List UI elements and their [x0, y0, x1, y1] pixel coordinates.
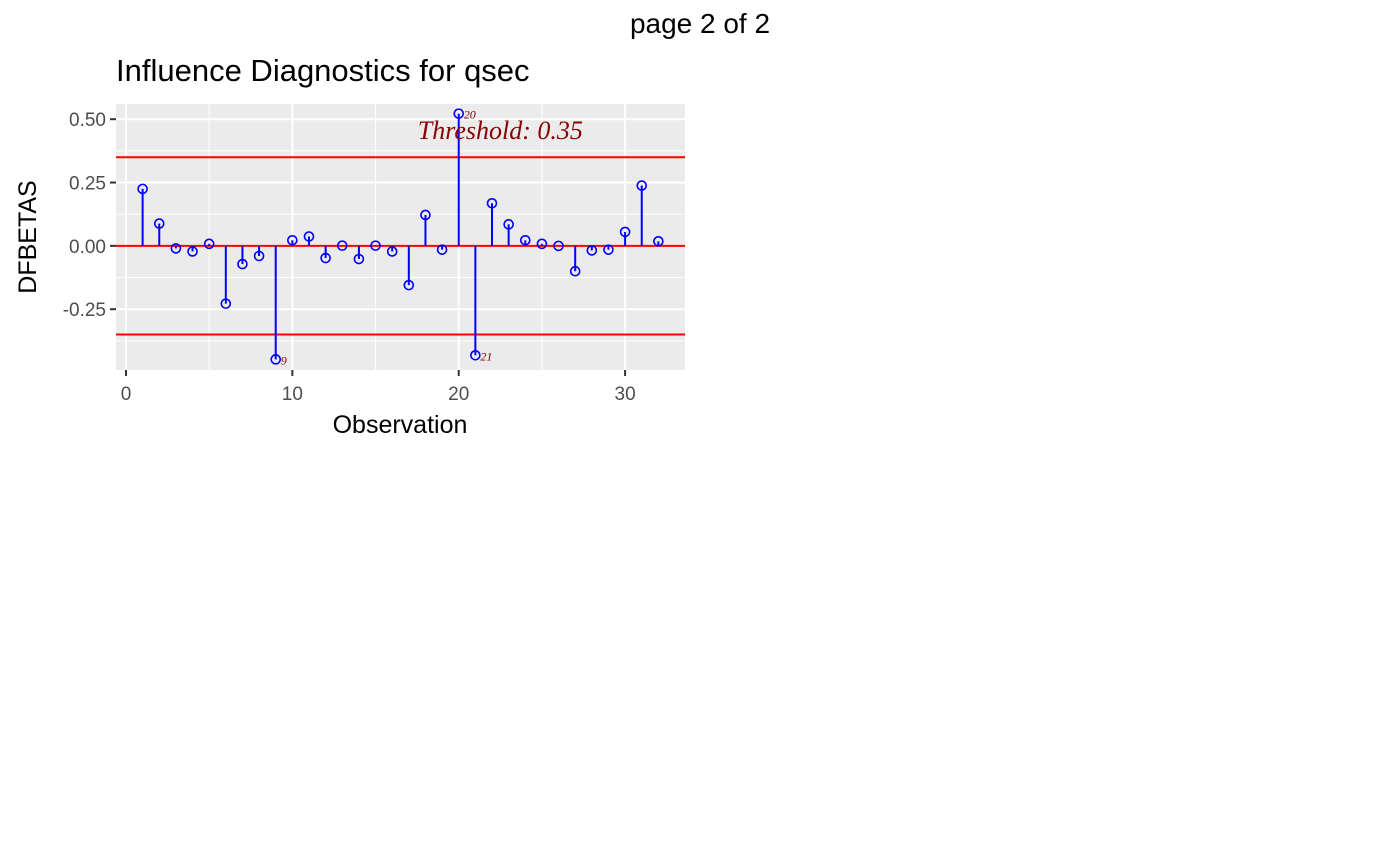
- x-tick-label: 30: [615, 384, 636, 405]
- data-point: [187, 246, 198, 257]
- x-tick-label: 10: [282, 384, 303, 405]
- data-point: [486, 198, 498, 209]
- data-point: [220, 298, 232, 309]
- x-axis: 0 10 20 30: [121, 370, 636, 405]
- chart-title: Influence Diagnostics for qsec: [116, 53, 530, 88]
- y-tick-label: 0.25: [69, 174, 106, 195]
- data-point: [519, 234, 531, 246]
- y-tick-label: 0.50: [69, 110, 106, 131]
- point-label: 21: [480, 349, 492, 363]
- data-point: [420, 209, 431, 221]
- x-axis-title: Observation: [333, 411, 468, 439]
- data-point: [386, 246, 398, 257]
- data-point: [453, 108, 465, 119]
- plot-panel: [116, 104, 685, 370]
- data-point: [536, 238, 548, 250]
- data-point: [287, 234, 298, 246]
- point-labels: 9 20 21: [281, 108, 493, 368]
- point-label: 20: [464, 108, 476, 122]
- x-tick-label: 0: [121, 384, 132, 405]
- point-label: 9: [281, 353, 287, 367]
- data-point: [353, 253, 365, 265]
- data-point: [270, 354, 282, 365]
- stems: [141, 113, 660, 360]
- data-point: [336, 240, 348, 251]
- y-axis-title: DFBETAS: [14, 180, 42, 293]
- data-point: [436, 244, 448, 255]
- data-point: [636, 180, 648, 191]
- data-point: [303, 231, 315, 242]
- data-point: [619, 226, 631, 238]
- data-point: [170, 243, 182, 254]
- data-point: [503, 219, 514, 230]
- data-point: [253, 250, 265, 262]
- data-point: [470, 350, 481, 361]
- y-tick-label: 0.00: [69, 237, 106, 258]
- y-axis: 0.50 0.25 0.00 -0.25: [63, 110, 116, 321]
- data-point: [203, 238, 215, 250]
- data-point: [237, 258, 248, 270]
- data-point: [137, 183, 148, 195]
- data-point: [553, 240, 564, 252]
- data-point: [370, 240, 381, 251]
- page-label: page 2 of 2: [630, 8, 770, 39]
- data-point: [153, 218, 165, 229]
- data-point: [403, 279, 415, 291]
- data-point: [569, 265, 581, 277]
- data-point: [586, 245, 598, 256]
- data-point: [320, 252, 331, 264]
- y-tick-label: -0.25: [63, 300, 106, 321]
- data-point: [603, 244, 614, 255]
- grid-minor: [116, 104, 685, 370]
- x-tick-label: 20: [448, 384, 469, 405]
- threshold-label: Threshold: 0.35: [418, 116, 583, 145]
- points: [137, 108, 664, 365]
- data-point: [653, 236, 664, 247]
